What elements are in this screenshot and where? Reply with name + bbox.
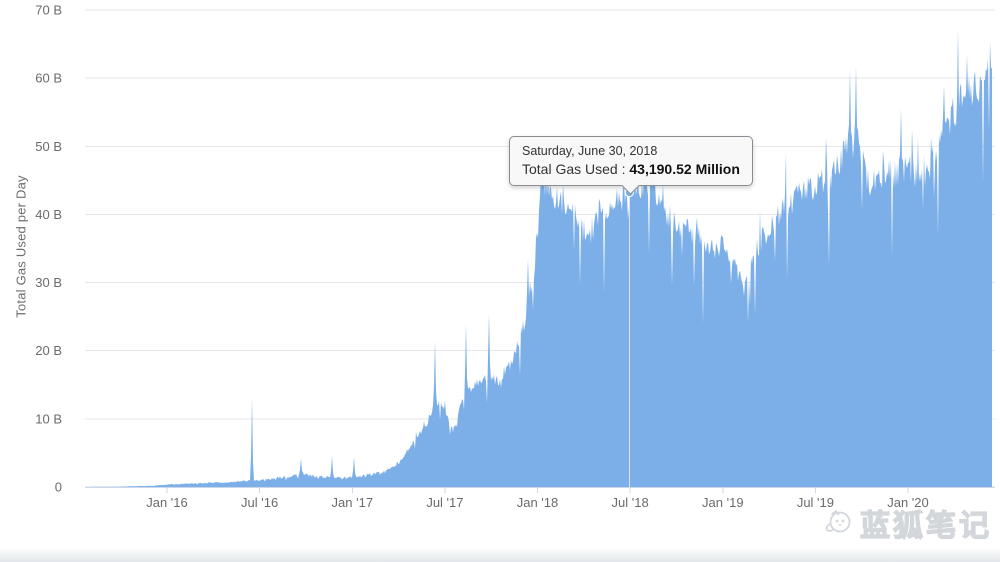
bluefox-logo-icon	[825, 509, 851, 533]
chart-tooltip: Saturday, June 30, 2018 Total Gas Used :…	[509, 136, 753, 195]
x-tick-label: Jul '19	[797, 495, 834, 510]
bottom-gradient-strip	[0, 549, 1000, 562]
x-tick-label: Jan '18	[517, 495, 559, 510]
y-tick-label: 40 B	[35, 207, 62, 222]
watermark: 蓝狐笔记	[823, 501, 992, 545]
y-tick-label: 20 B	[35, 343, 62, 358]
x-tick-label: Jul '18	[612, 495, 649, 510]
y-axis-labels: 0 10 B 20 B 30 B 40 B 50 B 60 B 70 B	[35, 3, 62, 495]
tooltip-value: 43,190.52 Million	[629, 161, 740, 177]
x-tick-label: Jan '16	[146, 495, 188, 510]
tooltip-value-line: Total Gas Used : 43,190.52 Million	[522, 161, 740, 177]
tooltip-separator: :	[617, 161, 630, 177]
x-tick-label: Jan '17	[332, 495, 374, 510]
x-tick-label: Jan '19	[702, 495, 744, 510]
x-tick-label: Jan '20	[887, 495, 929, 510]
y-axis-title: Total Gas Used per Day	[13, 175, 29, 318]
x-axis-labels: Jan '16 Jul '16 Jan '17 Jul '17 Jan '18 Jul '…	[146, 495, 929, 510]
y-tick-label: 10 B	[35, 411, 62, 426]
y-tick-label: 70 B	[35, 3, 62, 18]
y-tick-label: 0	[55, 480, 62, 495]
watermark-text: 蓝狐笔记	[859, 509, 992, 543]
x-axis-ticks	[166, 487, 909, 493]
y-tick-label: 30 B	[35, 275, 62, 290]
gas-used-series-area[interactable]	[91, 29, 992, 488]
x-tick-label: Jul '17	[426, 495, 463, 510]
tooltip-date: Saturday, June 30, 2018	[522, 144, 658, 158]
y-tick-label: 50 B	[35, 139, 62, 154]
tooltip-series-label: Total Gas Used	[522, 161, 618, 177]
y-tick-label: 60 B	[35, 71, 62, 86]
x-tick-label: Jul '16	[241, 495, 278, 510]
